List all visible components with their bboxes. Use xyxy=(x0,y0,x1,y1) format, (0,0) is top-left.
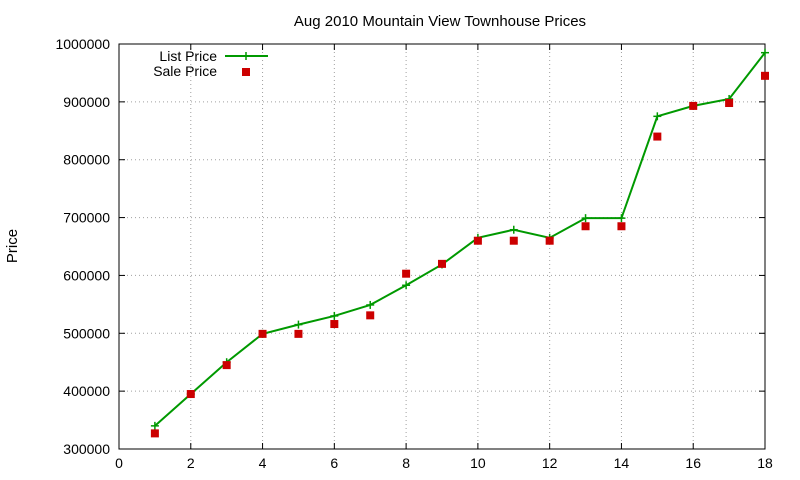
sale-price-point xyxy=(186,390,195,399)
sale-price-point xyxy=(581,222,590,231)
chart-title: Aug 2010 Mountain View Townhouse Prices xyxy=(294,13,586,30)
x-tick-label: 18 xyxy=(757,455,773,471)
x-tick-label: 8 xyxy=(402,455,410,471)
legend-label-sale-price: Sale Price xyxy=(153,63,217,79)
sale-price-point xyxy=(725,99,734,108)
legend-label-list-price: List Price xyxy=(159,48,217,64)
sale-price-point xyxy=(402,269,411,278)
list-price-point xyxy=(150,421,159,430)
sale-price-point xyxy=(366,311,375,320)
x-tick-label: 12 xyxy=(542,455,558,471)
plot-frame xyxy=(118,43,766,450)
y-tick-labels: 300000 400000 500000 600000 700000 800000 9000… xyxy=(55,36,110,457)
list-price-line xyxy=(154,52,766,427)
list-price-point xyxy=(402,281,411,290)
sale-price-point xyxy=(473,236,482,245)
x-tick-label: 10 xyxy=(470,455,486,471)
sale-price-point xyxy=(438,259,446,268)
list-price-point xyxy=(366,300,375,309)
list-price-point xyxy=(294,320,303,329)
x-tick-label: 2 xyxy=(187,455,195,471)
legend-marker-list-price xyxy=(242,52,250,60)
sale-price-point xyxy=(617,222,626,231)
legend-plus-marker xyxy=(242,52,250,60)
sale-price-point xyxy=(509,236,518,245)
y-tick-label: 1000000 xyxy=(55,36,110,52)
x-tick-label: 14 xyxy=(614,455,630,471)
y-tick-label: 800000 xyxy=(63,152,110,168)
y-tick-label: 500000 xyxy=(63,325,110,341)
list-price-point xyxy=(330,311,339,320)
sale-price-point xyxy=(761,71,769,80)
x-tick-label: 16 xyxy=(685,455,701,471)
data-series xyxy=(150,48,769,438)
sale-price-point xyxy=(653,132,662,141)
y-tick-label: 900000 xyxy=(63,94,110,110)
y-axis-label: Price xyxy=(4,229,21,263)
tick-marks xyxy=(118,43,766,450)
sale-price-point xyxy=(150,429,159,438)
sale-price-point xyxy=(545,236,554,245)
series-sale-price xyxy=(150,71,769,438)
x-tick-labels: 0 2 4 6 8 10 12 14 16 18 xyxy=(115,455,773,471)
sale-price-point xyxy=(689,101,698,110)
sale-price-point xyxy=(258,329,267,338)
list-price-point xyxy=(761,48,769,57)
y-tick-label: 400000 xyxy=(63,383,110,399)
list-price-point xyxy=(653,112,662,121)
x-tick-label: 0 xyxy=(115,455,123,471)
sale-price-point xyxy=(294,329,303,338)
legend-item-sale-price: Sale Price xyxy=(153,63,250,79)
sale-price-point xyxy=(222,361,231,370)
legend-square-marker xyxy=(242,68,250,76)
list-price-point xyxy=(617,214,626,223)
sale-price-point xyxy=(330,320,339,329)
list-price-point xyxy=(581,214,590,223)
legend-marker-sale-price xyxy=(242,68,250,76)
y-tick-label: 600000 xyxy=(63,267,110,283)
y-tick-label: 300000 xyxy=(63,441,110,457)
y-tick-label: 700000 xyxy=(63,210,110,226)
x-tick-label: 6 xyxy=(330,455,338,471)
legend-item-list-price: List Price xyxy=(159,48,268,64)
legend: List Price Sale Price xyxy=(153,48,268,79)
list-price-point xyxy=(509,225,518,234)
x-tick-label: 4 xyxy=(259,455,267,471)
